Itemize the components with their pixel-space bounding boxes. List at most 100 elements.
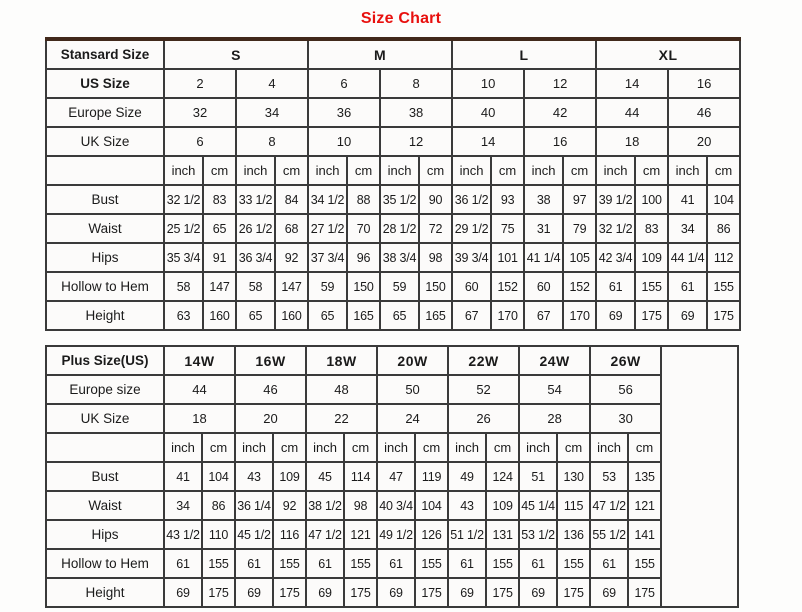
measure-cell: 165 [418,300,454,331]
measure-cell: 152 [562,271,598,302]
size-group-cell: 24W [518,345,592,376]
row-label-cell: Height [45,300,165,331]
measure-cell: 92 [272,490,308,521]
unit-cell: cm [343,432,379,463]
size-value-cell: 22 [305,403,379,434]
measure-cell: 130 [556,461,592,492]
row-label-cell: Waist [45,213,165,244]
measure-cell: 105 [562,242,598,273]
unit-cell: cm [346,155,382,186]
unit-row-label-cell [45,432,165,463]
row-label-cell: Hollow to Hem [45,271,165,302]
measure-cell: 25 1/2 [163,213,204,244]
measure-cell: 170 [562,300,598,331]
row-label-cell: Bust [45,184,165,215]
size-value-cell: 42 [523,97,598,128]
measure-cell: 65 [307,300,349,331]
unit-cell: inch [163,155,204,186]
measure-cell: 115 [556,490,592,521]
row-label-cell: Waist [45,490,165,521]
size-group-cell: 14W [162,345,237,376]
size-group-cell: 22W [447,345,521,376]
size-value-cell: 32 [163,97,237,128]
measure-cell: 72 [418,213,454,244]
size-value-cell: 46 [234,374,308,405]
unit-cell: cm [418,155,454,186]
measure-cell: 160 [202,300,237,331]
measure-cell: 67 [451,300,493,331]
row-label-cell: Height [45,577,165,608]
unit-cell: inch [518,432,559,463]
measure-cell: 147 [202,271,237,302]
measure-cell: 104 [200,461,237,492]
measure-cell: 147 [273,271,310,302]
measure-cell: 104 [414,490,450,521]
unit-cell: cm [273,155,310,186]
unit-cell: cm [634,155,670,186]
size-value-cell: 40 [451,97,526,128]
measure-cell: 86 [200,490,237,521]
measure-cell: 124 [485,461,521,492]
size-value-cell: 16 [523,126,598,157]
measure-cell: 61 [163,548,203,579]
measure-cell: 83 [202,184,237,215]
measure-cell: 31 [523,213,565,244]
measure-cell: 150 [418,271,454,302]
measure-cell: 49 1/2 [376,519,417,550]
measure-cell: 67 [523,300,565,331]
size-value-cell: 34 [234,97,310,128]
size-value-cell: 4 [234,68,310,99]
measure-cell: 160 [273,300,310,331]
measure-cell: 38 [523,184,565,215]
measure-cell: 93 [490,184,526,215]
measure-cell: 42 3/4 [595,242,637,273]
unit-cell: cm [485,432,521,463]
page-title: Size Chart [360,10,442,27]
row-label-cell: UK Size [45,403,165,434]
measure-cell: 38 1/2 [305,490,346,521]
measure-cell: 88 [346,184,382,215]
measure-cell: 47 [376,461,417,492]
measure-cell: 101 [490,242,526,273]
measure-cell: 175 [343,577,379,608]
size-value-cell: 2 [163,68,237,99]
measure-cell: 45 1/4 [518,490,559,521]
size-group-cell: S [162,38,310,70]
size-group-cell: 16W [234,345,308,376]
unit-cell: cm [202,155,237,186]
measure-cell: 58 [163,271,204,302]
measure-cell: 27 1/2 [307,213,349,244]
unit-cell: cm [556,432,592,463]
size-value-cell: 54 [518,374,592,405]
measure-cell: 109 [634,242,670,273]
measure-cell: 86 [706,213,742,244]
size-value-cell: 44 [162,374,237,405]
row-label-cell: Hollow to Hem [45,548,165,579]
measure-cell: 28 1/2 [379,213,421,244]
measure-cell: 100 [634,184,670,215]
unit-row-label-cell [45,155,165,186]
measure-cell: 165 [346,300,382,331]
measure-cell: 59 [307,271,349,302]
measure-cell: 34 [667,213,709,244]
size-group-cell: M [307,38,454,70]
measure-cell: 104 [706,184,742,215]
measure-cell: 61 [447,548,488,579]
measure-cell: 51 1/2 [447,519,488,550]
measure-cell: 175 [627,577,663,608]
size-value-cell: 10 [307,126,382,157]
measure-cell: 150 [346,271,382,302]
measure-cell: 58 [235,271,276,302]
measure-cell: 26 1/2 [235,213,276,244]
row-label-cell: UK Size [45,126,165,157]
measure-cell: 65 [379,300,421,331]
size-value-cell: 56 [589,374,663,405]
measure-cell: 116 [272,519,308,550]
measure-cell: 32 1/2 [595,213,637,244]
size-value-cell: 12 [379,126,454,157]
measure-cell: 60 [523,271,565,302]
measure-cell: 131 [485,519,521,550]
measure-cell: 61 [234,548,275,579]
unit-cell: inch [163,432,203,463]
measure-cell: 175 [634,300,670,331]
